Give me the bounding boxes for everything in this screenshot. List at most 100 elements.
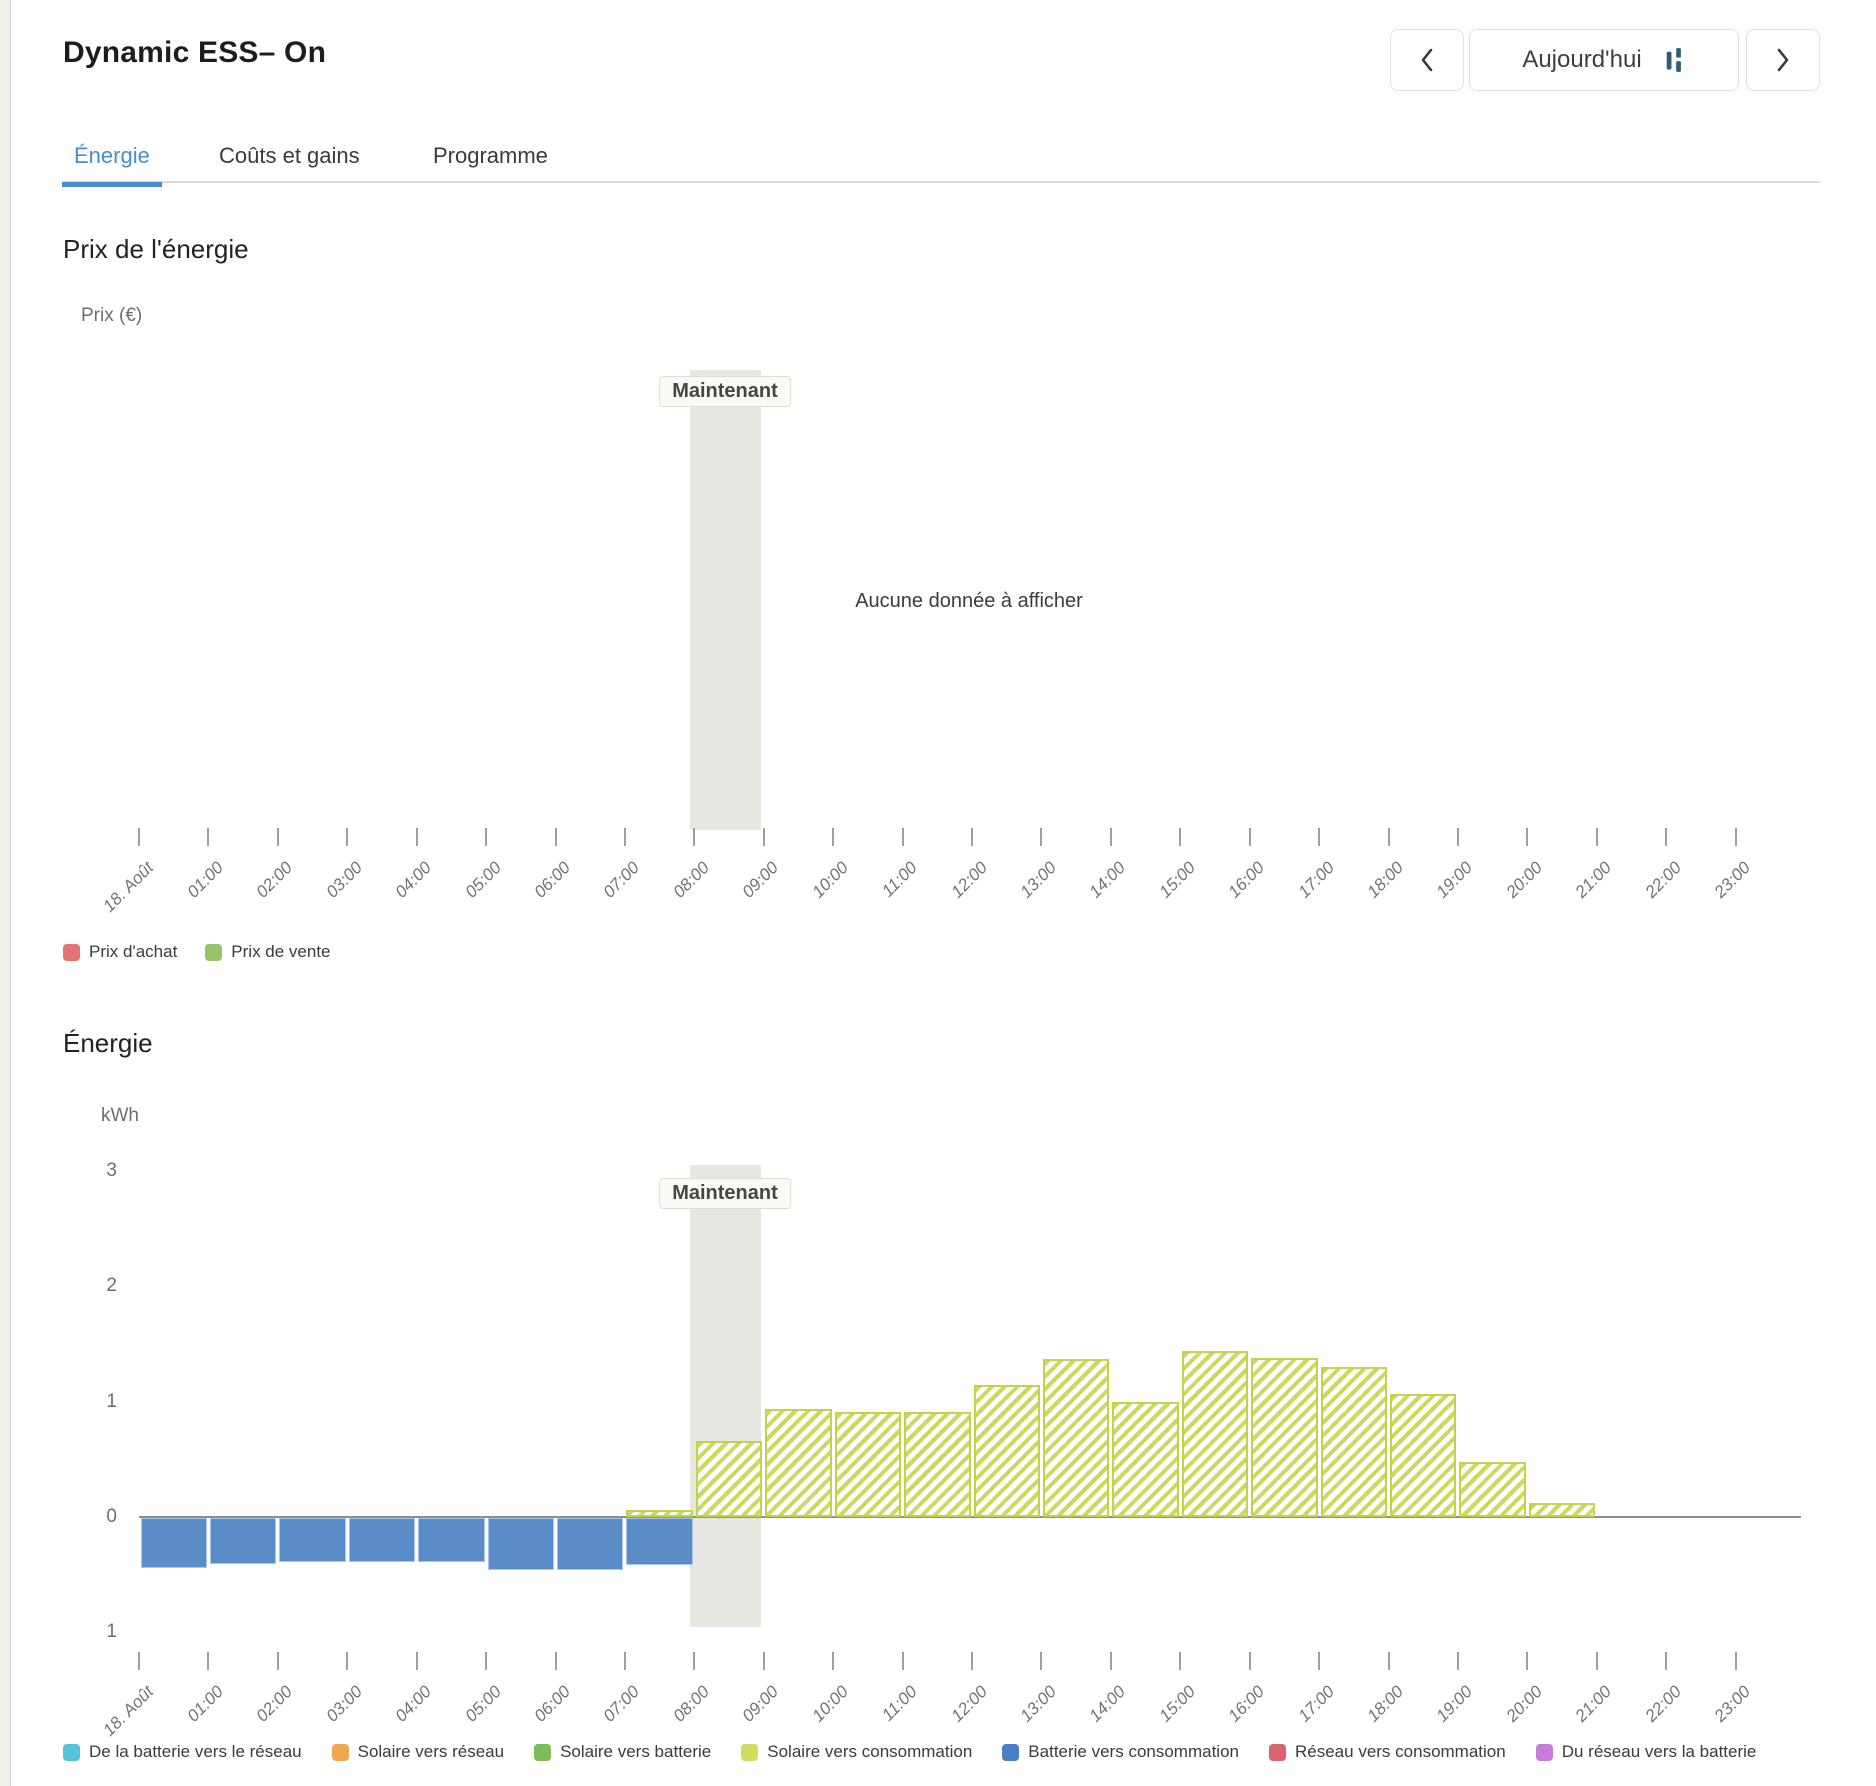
tab-energie[interactable]: Énergie (62, 143, 162, 187)
price-legend-item[interactable]: Prix de vente (205, 942, 331, 962)
x-tick (138, 828, 140, 846)
x-tick-label: 21:00 (1571, 858, 1616, 902)
energy-legend-item[interactable]: Du réseau vers la batterie (1535, 1742, 1756, 1762)
x-tick (1595, 828, 1598, 846)
legend-label: Batterie vers consommation (1028, 1742, 1239, 1761)
x-tick-label: 01:00 (183, 1682, 227, 1726)
price-y-axis-unit: Prix (€) (81, 305, 143, 326)
x-tick (623, 828, 626, 846)
x-tick (1526, 1652, 1529, 1670)
bar-solaire-vers-consommation (1251, 1357, 1318, 1517)
x-tick-label: 18:00 (1363, 1682, 1407, 1726)
x-tick-label: 04:00 (391, 1682, 436, 1726)
bar-batterie-vers-consommation (418, 1518, 485, 1562)
legend-swatch-icon (741, 1743, 759, 1761)
x-tick (554, 1652, 557, 1670)
today-button-label: Aujourd'hui (1522, 46, 1642, 73)
y-tick-label: 0 (106, 1506, 117, 1527)
x-tick (1456, 1652, 1459, 1670)
x-tick-label: 07:00 (599, 858, 644, 902)
bar-solaire-vers-consommation (834, 1411, 902, 1517)
legend-swatch-icon (1002, 1743, 1020, 1761)
previous-day-button[interactable] (1390, 29, 1464, 91)
x-tick-label: 18. Août (99, 858, 158, 916)
bar-batterie-vers-consommation (209, 1518, 277, 1565)
bar-batterie-vers-consommation (279, 1518, 346, 1562)
x-tick (138, 1652, 140, 1670)
x-tick-label: 20:00 (1502, 1682, 1546, 1726)
legend-label: Solaire vers batterie (560, 1742, 712, 1761)
energy-legend-item[interactable]: Solaire vers batterie (534, 1742, 711, 1762)
x-tick-label: 05:00 (461, 1682, 505, 1726)
energy-legend: De la batterie vers le réseau Solaire ver… (63, 1742, 1756, 1762)
x-tick-label: 18. Août (99, 1682, 158, 1740)
bar-solaire-vers-consommation (695, 1440, 763, 1517)
today-button[interactable]: Aujourd'hui (1469, 29, 1739, 91)
bar-solaire-vers-consommation (765, 1408, 832, 1517)
x-tick (832, 1652, 835, 1670)
x-tick (1734, 828, 1737, 846)
content-card: Dynamic ESS– On Aujourd'hui Énergie (10, 0, 1876, 1786)
energy-zero-axis (139, 1516, 1801, 1518)
bar-solaire-vers-consommation (1181, 1350, 1249, 1517)
energy-now-label: Maintenant (659, 1178, 791, 1209)
legend-swatch-icon (331, 1743, 349, 1761)
x-tick-label: 14:00 (1085, 858, 1130, 902)
bar-solaire-vers-consommation (904, 1411, 971, 1517)
legend-swatch-icon (1269, 1743, 1286, 1761)
price-now-label: Maintenant (659, 376, 791, 407)
legend-label: Prix d'achat (89, 942, 178, 961)
energy-section-title: Énergie (63, 1028, 153, 1058)
energy-legend-item[interactable]: Solaire vers réseau (331, 1742, 504, 1762)
x-tick-label: 01:00 (183, 858, 227, 902)
x-tick-label: 06:00 (530, 1682, 574, 1726)
x-tick (1526, 828, 1529, 846)
x-tick-label: 05:00 (461, 858, 505, 902)
energy-legend-item[interactable]: De la batterie vers le réseau (63, 1742, 302, 1762)
next-day-button[interactable] (1746, 29, 1820, 91)
tab-programme[interactable]: Programme (433, 143, 548, 168)
bar-batterie-vers-consommation (348, 1518, 416, 1562)
x-tick-label: 03:00 (322, 1682, 366, 1726)
bar-solaire-vers-consommation (973, 1385, 1040, 1517)
x-tick (1734, 1652, 1737, 1670)
energy-legend-item[interactable]: Solaire vers consommation (741, 1742, 972, 1762)
x-tick-label: 04:00 (391, 858, 436, 902)
bar-solaire-vers-consommation (1528, 1503, 1596, 1517)
x-tick (1318, 828, 1321, 846)
x-tick (276, 1652, 279, 1670)
x-tick-label: 13:00 (1016, 1682, 1060, 1726)
x-tick-label: 12:00 (946, 1682, 991, 1726)
energy-legend-item[interactable]: Batterie vers consommation (1002, 1742, 1239, 1762)
x-tick-label: 18:00 (1363, 858, 1407, 902)
x-tick (1248, 828, 1251, 846)
x-tick (1109, 828, 1112, 846)
app-background-strip (0, 0, 10, 1786)
legend-swatch-icon (63, 943, 80, 961)
x-tick (1387, 828, 1390, 846)
x-tick (1665, 828, 1668, 846)
x-tick (1040, 1652, 1043, 1670)
x-tick-label: 21:00 (1571, 1682, 1616, 1726)
x-tick (554, 828, 557, 846)
price-now-band (690, 370, 761, 830)
x-tick (971, 828, 974, 846)
x-tick-label: 07:00 (599, 1682, 644, 1726)
price-section-title: Prix de l'énergie (63, 234, 249, 264)
bar-solaire-vers-consommation (1390, 1393, 1457, 1517)
x-tick-label: 10:00 (808, 1682, 852, 1726)
x-tick-label: 15:00 (1155, 1682, 1199, 1726)
x-tick-label: 22:00 (1641, 858, 1685, 902)
energy-legend-item[interactable]: Réseau vers consommation (1269, 1742, 1506, 1762)
x-tick (1456, 828, 1459, 846)
chevron-right-icon (1773, 45, 1793, 75)
x-tick (971, 1652, 974, 1670)
y-tick-label: 1 (106, 1621, 117, 1643)
x-tick-label: 15:00 (1155, 858, 1199, 902)
tab-couts-et-gains[interactable]: Coûts et gains (219, 143, 360, 168)
x-tick (276, 828, 279, 846)
x-tick (415, 1652, 418, 1670)
legend-label: De la batterie vers le réseau (89, 1742, 302, 1761)
x-tick (901, 1652, 904, 1670)
price-legend-item[interactable]: Prix d'achat (63, 942, 177, 962)
